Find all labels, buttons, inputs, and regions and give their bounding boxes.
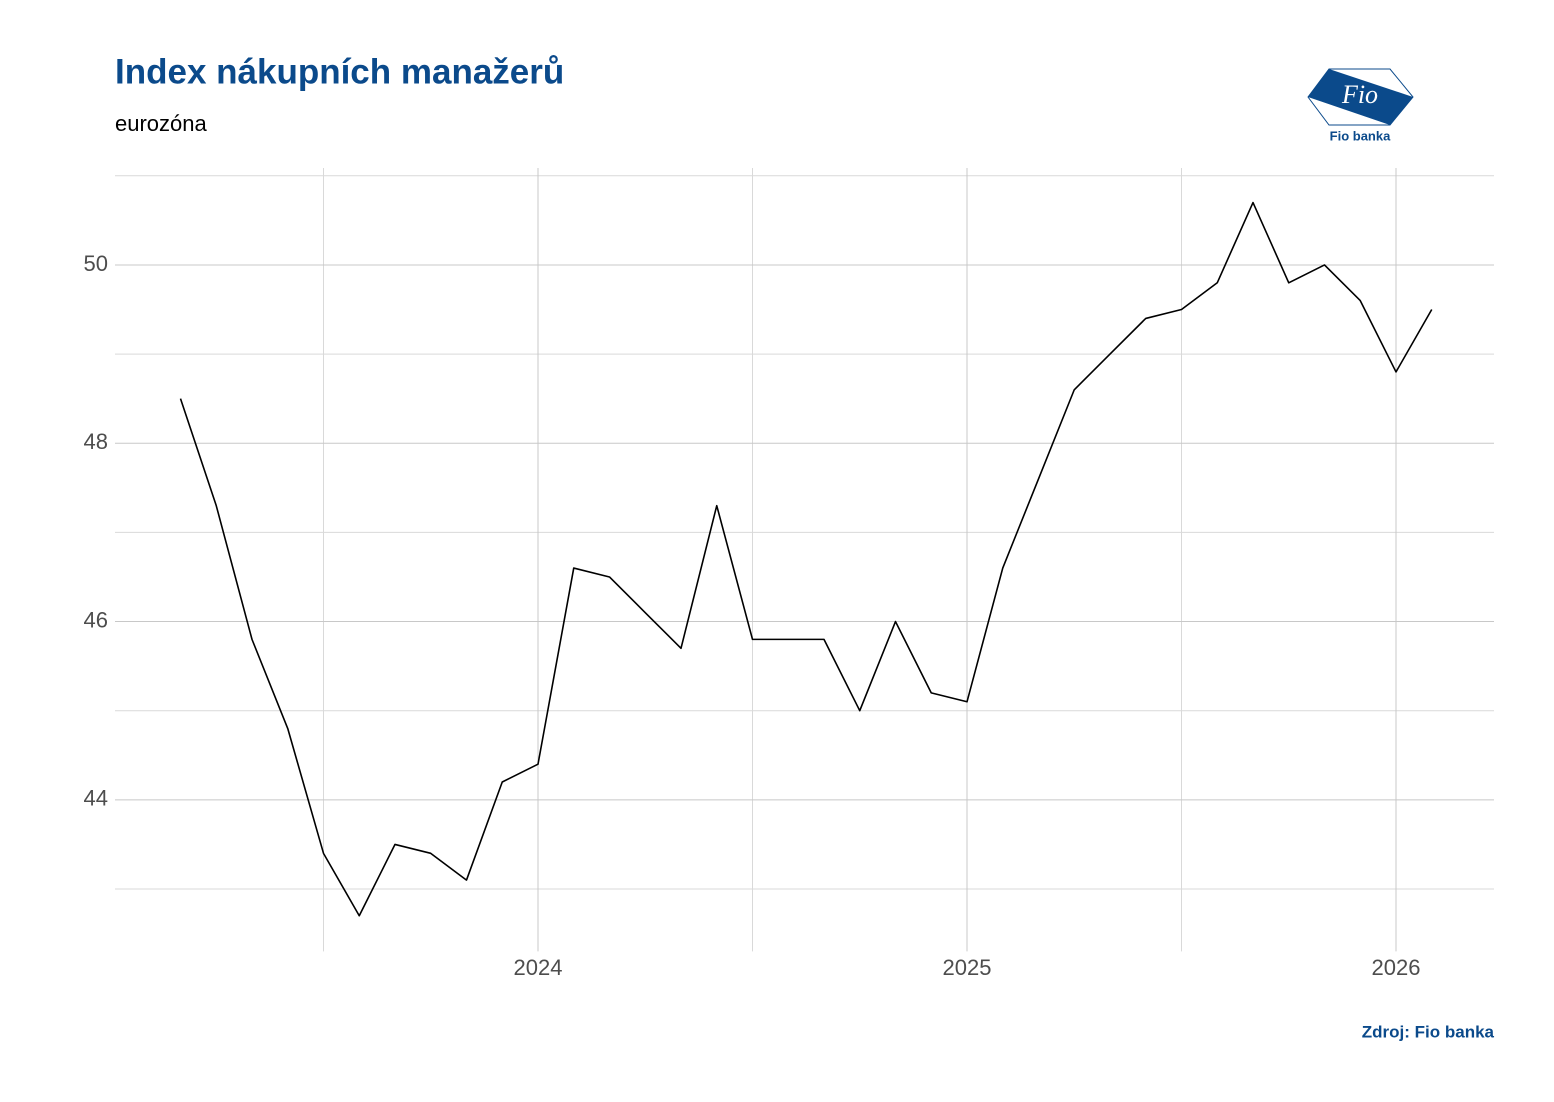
chart-subtitle: eurozóna (115, 111, 208, 136)
source-note: Zdroj: Fio banka (1362, 1022, 1495, 1041)
x-tick-label: 2026 (1372, 955, 1421, 980)
x-tick-label: 2025 (943, 955, 992, 980)
x-tick-label: 2024 (514, 955, 563, 980)
logo-mark: Fio (1341, 80, 1378, 109)
y-tick-label: 48 (84, 429, 108, 454)
logo-caption: Fio banka (1330, 128, 1391, 143)
logo: Fio Fio banka (1307, 68, 1414, 143)
chart-title: Index nákupních manažerů (115, 52, 564, 91)
logo-flag (1308, 69, 1413, 125)
y-tick-label: 46 (84, 607, 108, 632)
y-tick-label: 50 (84, 251, 108, 276)
data-line (179, 201, 1433, 917)
y-tick-label: 44 (84, 786, 108, 811)
